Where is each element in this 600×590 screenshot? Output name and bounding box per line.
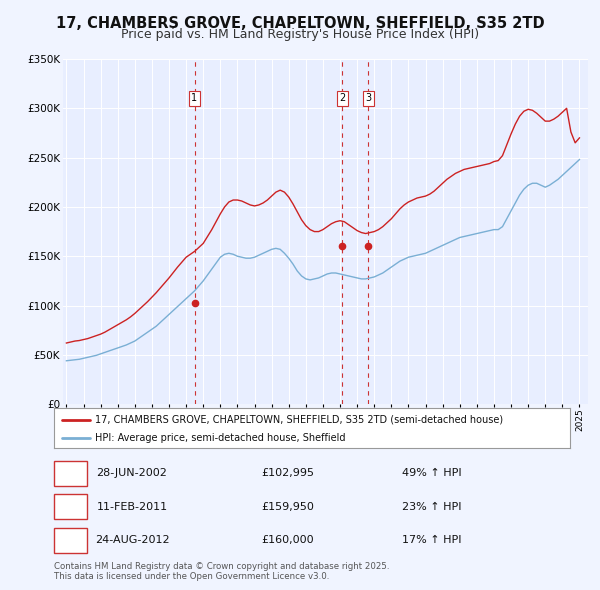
Text: 17, CHAMBERS GROVE, CHAPELTOWN, SHEFFIELD, S35 2TD (semi-detached house): 17, CHAMBERS GROVE, CHAPELTOWN, SHEFFIEL… — [95, 415, 503, 425]
Text: Contains HM Land Registry data © Crown copyright and database right 2025.: Contains HM Land Registry data © Crown c… — [54, 562, 389, 571]
Text: 49% ↑ HPI: 49% ↑ HPI — [402, 468, 461, 478]
Text: 2: 2 — [339, 93, 345, 103]
Text: 28-JUN-2002: 28-JUN-2002 — [97, 468, 167, 478]
Text: 24-AUG-2012: 24-AUG-2012 — [95, 536, 169, 545]
Text: £160,000: £160,000 — [262, 536, 314, 545]
Text: 17% ↑ HPI: 17% ↑ HPI — [402, 536, 461, 545]
Text: 3: 3 — [67, 536, 74, 545]
Text: 17, CHAMBERS GROVE, CHAPELTOWN, SHEFFIELD, S35 2TD: 17, CHAMBERS GROVE, CHAPELTOWN, SHEFFIEL… — [56, 16, 544, 31]
Text: 3: 3 — [365, 93, 371, 103]
Text: 2: 2 — [67, 502, 74, 512]
Text: 1: 1 — [191, 93, 197, 103]
Text: HPI: Average price, semi-detached house, Sheffield: HPI: Average price, semi-detached house,… — [95, 434, 346, 443]
Text: 1: 1 — [67, 468, 74, 478]
Text: Price paid vs. HM Land Registry's House Price Index (HPI): Price paid vs. HM Land Registry's House … — [121, 28, 479, 41]
Text: This data is licensed under the Open Government Licence v3.0.: This data is licensed under the Open Gov… — [54, 572, 329, 581]
Text: £102,995: £102,995 — [262, 468, 314, 478]
Text: £159,950: £159,950 — [262, 502, 314, 512]
Text: 23% ↑ HPI: 23% ↑ HPI — [402, 502, 461, 512]
Text: 11-FEB-2011: 11-FEB-2011 — [97, 502, 167, 512]
